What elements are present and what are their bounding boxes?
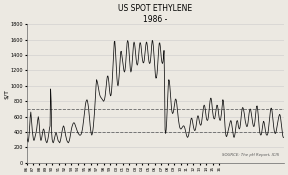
- Title: US SPOT ETHYLENE
1986 -: US SPOT ETHYLENE 1986 -: [118, 4, 192, 24]
- Y-axis label: $/T: $/T: [4, 89, 9, 99]
- Text: SOURCE: The pH Report, ICIS: SOURCE: The pH Report, ICIS: [221, 153, 279, 157]
